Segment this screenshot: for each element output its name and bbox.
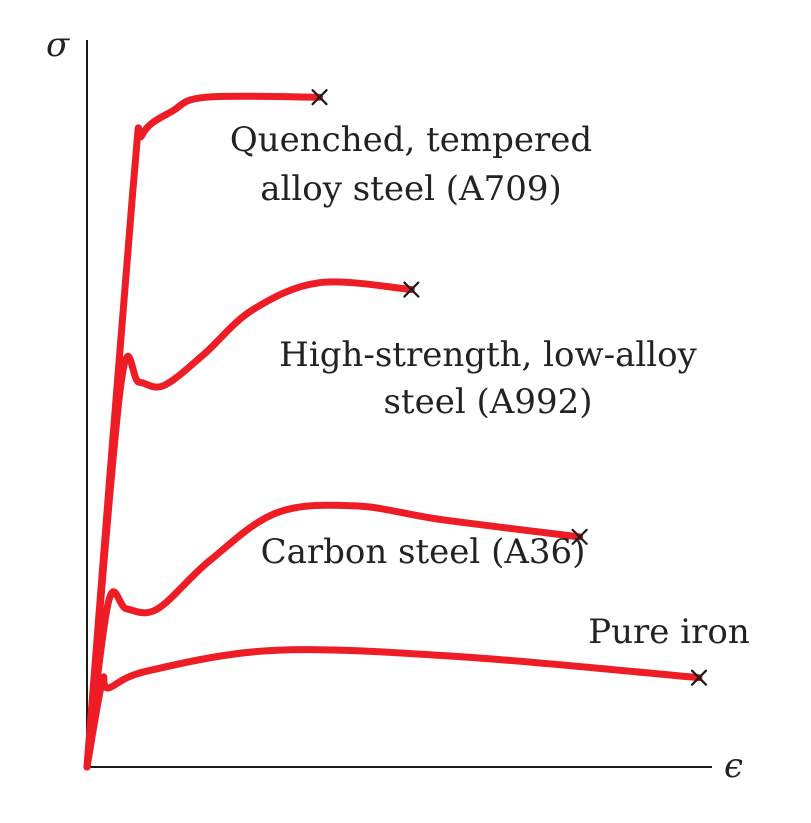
- y-axis-label: σ: [46, 25, 70, 65]
- series-4-curve: [83, 646, 703, 771]
- series-1-fracture-marker: [311, 89, 328, 106]
- series-1-label-line-2: alloy steel (A709): [260, 169, 562, 209]
- x-axis-label: ϵ: [724, 746, 743, 786]
- series-2-curve: [83, 278, 415, 771]
- series-3-curve: [83, 501, 584, 771]
- series-2-label-line-2: steel (A992): [383, 382, 592, 422]
- series-3-fracture-marker: [571, 528, 588, 545]
- series-4-fracture-marker: [690, 669, 708, 686]
- series-1-label-line-1: Quenched, tempered: [230, 120, 592, 160]
- series-2-label-line-1: High-strength, low-alloy: [279, 335, 697, 375]
- series-4-label-line-1: Pure iron: [588, 612, 749, 652]
- series-2-fracture-marker: [403, 281, 420, 298]
- series-layer: [83, 89, 708, 771]
- series-3-label-line-1: Carbon steel (A36): [261, 532, 586, 572]
- series-labels: Quenched, tempered alloy steel (A709) High…: [230, 120, 750, 652]
